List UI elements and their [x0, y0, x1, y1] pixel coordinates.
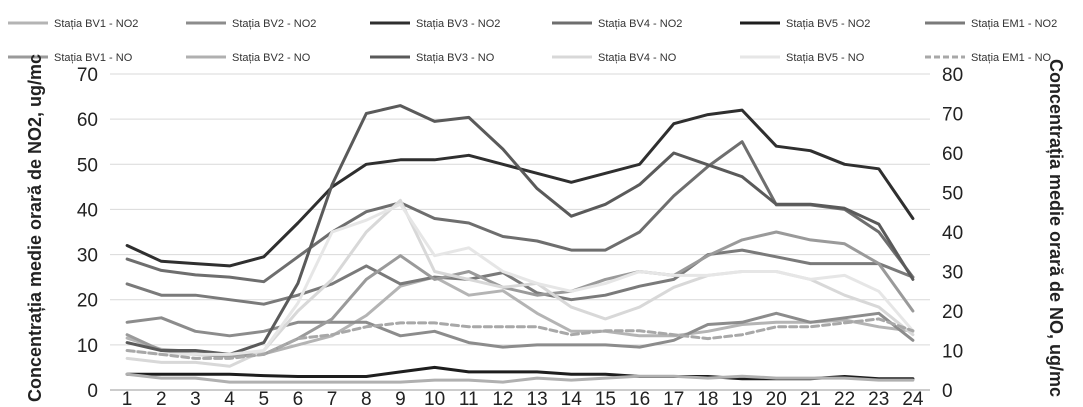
x-tick-label: 11 [459, 389, 479, 407]
legend-entry-label: Stația BV3 - NO [416, 52, 495, 64]
x-tick-label: 12 [492, 389, 513, 407]
legend-entry-label: Stația BV3 - NO2 [416, 18, 500, 30]
x-tick-label: 15 [595, 389, 616, 407]
y-tick-label-left: 20 [77, 291, 98, 312]
series-line [125, 248, 915, 306]
x-tick-label: 1 [122, 389, 133, 407]
series-line [125, 202, 915, 356]
legend-entry-label: Stația EM1 - NO2 [971, 18, 1057, 30]
series-line [125, 317, 915, 360]
series-line [125, 311, 915, 349]
y-tick-label-left: 30 [77, 246, 98, 267]
x-tick-label: 9 [395, 389, 406, 407]
x-tick-label: 13 [527, 389, 548, 407]
y-tick-label-left: 0 [87, 381, 98, 402]
x-tick-label: 23 [868, 389, 889, 407]
x-tick-label: 17 [663, 389, 684, 407]
y-tick-label-right: 50 [942, 184, 963, 205]
x-tick-label: 10 [424, 389, 445, 407]
series-line [125, 275, 915, 358]
y-axis-title-right: Concentrația medie orară de NO, ug/mc [1046, 59, 1066, 397]
y-tick-label-left: 40 [77, 200, 98, 221]
legend-entry-label: Stația BV4 - NO2 [598, 18, 682, 30]
legend-entry-label: Stația BV1 - NO2 [54, 18, 138, 30]
x-tick-label: 19 [732, 389, 753, 407]
x-tick-label: 22 [834, 389, 855, 407]
x-tick-label: 7 [327, 389, 338, 407]
y-tick-label-right: 0 [942, 381, 953, 402]
x-tick-label: 5 [258, 389, 269, 407]
y-tick-label-left: 60 [77, 110, 98, 131]
legend-entry-label: Stația BV1 - NO [54, 52, 133, 64]
plot-area [125, 104, 915, 384]
x-tick-label: 21 [800, 389, 821, 407]
x-tick-label: 20 [766, 389, 787, 407]
y-tick-label-right: 40 [942, 223, 963, 244]
x-tick-label: 3 [190, 389, 201, 407]
x-tick-label: 24 [902, 389, 924, 407]
x-tick-label: 4 [224, 389, 235, 407]
y-tick-label-right: 10 [942, 342, 963, 363]
x-tick-label: 2 [156, 389, 167, 407]
legend-entry-label: Stația BV2 - NO2 [232, 18, 316, 30]
legend-entry-label: Stația BV2 - NO [232, 52, 311, 64]
series-line [125, 372, 915, 384]
y-tick-label-right: 70 [942, 105, 963, 126]
legend-entry-label: Stația BV5 - NO [786, 52, 865, 64]
y-tick-label-right: 20 [942, 302, 963, 323]
series-line [125, 104, 915, 356]
legend: Stația BV1 - NO2 Stația BV2 - NO2 Stația B… [8, 18, 1057, 64]
x-tick-label: 18 [697, 389, 718, 407]
y-tick-label-left: 10 [77, 336, 98, 357]
y-tick-label-left: 50 [77, 155, 98, 176]
x-tick-label: 14 [561, 389, 583, 407]
y-tick-label-right: 30 [942, 263, 963, 284]
series-line [125, 108, 915, 268]
x-tick-label: 8 [361, 389, 372, 407]
legend-entry-label: Stația BV4 - NO [598, 52, 677, 64]
x-tick-label: 6 [293, 389, 304, 407]
y-axis-title-left: Concentrația medie orară de NO2, ug/mc [25, 54, 45, 402]
x-tick-label: 16 [629, 389, 650, 407]
y-tick-label-left: 70 [77, 65, 98, 86]
y-tick-label-right: 60 [942, 144, 963, 165]
y-tick-label-right: 80 [942, 65, 963, 86]
legend-entry-label: Stația BV5 - NO2 [786, 18, 870, 30]
legend-entry-label: Stația EM1 - NO [971, 52, 1052, 64]
series-line [125, 230, 915, 358]
grid-lines [110, 73, 930, 346]
